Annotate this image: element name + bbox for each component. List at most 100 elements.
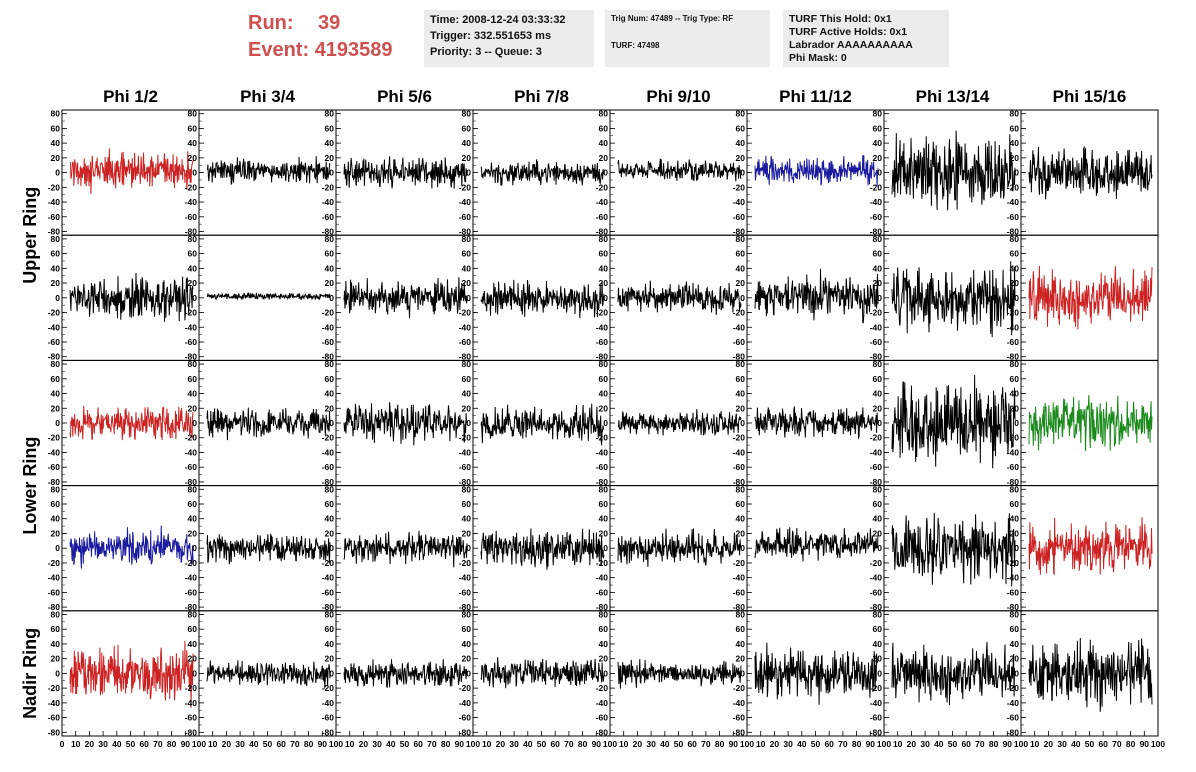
waveform-grid: Phi 1/2 Phi 3/4 Phi 5/6 Phi 7/8 Phi 9/10 Phi …	[20, 87, 1165, 749]
row-label-2: Nadir Ring	[20, 628, 40, 719]
xtick-label: 50	[948, 739, 958, 749]
ytick-label: -40	[596, 322, 609, 332]
ytick-label: -80	[185, 477, 198, 487]
xtick-label: 20	[1044, 739, 1054, 749]
ytick-label: 80	[1010, 109, 1020, 119]
waveform-trace	[754, 527, 879, 562]
ytick-label: -40	[185, 322, 198, 332]
ytick-label: -40	[733, 447, 746, 457]
ytick-label: 20	[51, 528, 61, 538]
ytick-label: 80	[188, 609, 198, 619]
xtick-label: 80	[1126, 739, 1136, 749]
ytick-label: 60	[51, 123, 61, 133]
ytick-label: 60	[736, 123, 746, 133]
time-text: Time: 2008-12-24 03:33:32	[430, 14, 566, 26]
ytick-label: 40	[736, 138, 746, 148]
ytick-label: -20	[185, 433, 198, 443]
ytick-label: -60	[48, 462, 61, 472]
ytick-label: -20	[48, 683, 61, 693]
ytick-label: 60	[188, 123, 198, 133]
xtick-label: 10	[482, 739, 492, 749]
ytick-label: -20	[596, 308, 609, 318]
xtick-label: 70	[838, 739, 848, 749]
ytick-label: 80	[325, 484, 335, 494]
ytick-label: 80	[462, 609, 472, 619]
ytick-label: -80	[48, 727, 61, 737]
ytick-label: -60	[185, 587, 198, 597]
ytick-label: -80	[733, 477, 746, 487]
xtick-label: 100	[1014, 739, 1028, 749]
column-label-7: Phi 15/16	[1053, 87, 1127, 106]
waveform-trace	[1028, 145, 1153, 200]
ytick-label: -80	[185, 727, 198, 737]
ytick-label: 20	[1010, 654, 1020, 664]
xtick-label: 60	[687, 739, 697, 749]
waveform-trace	[206, 407, 331, 441]
ytick-label: -60	[870, 587, 883, 597]
ytick-label: -20	[322, 182, 335, 192]
turf-text: TURF: 47498	[611, 41, 660, 50]
waveform-trace	[480, 657, 605, 689]
ytick-label: -80	[870, 477, 883, 487]
ytick-label: 80	[736, 359, 746, 369]
waveform-trace	[617, 528, 742, 567]
waveform-trace	[891, 512, 1016, 587]
ytick-label: 40	[599, 389, 609, 399]
ytick-label: 60	[462, 624, 472, 634]
ytick-label: -80	[459, 477, 472, 487]
ytick-label: -40	[1007, 322, 1020, 332]
ytick-label: 0	[466, 668, 471, 678]
ytick-label: -20	[459, 182, 472, 192]
ytick-label: 40	[325, 389, 335, 399]
ytick-label: 80	[873, 109, 883, 119]
ytick-label: -40	[459, 447, 472, 457]
ytick-label: 40	[188, 138, 198, 148]
ytick-label: -60	[733, 337, 746, 347]
turf-active-text: TURF Active Holds: 0x1	[789, 26, 908, 38]
xtick-label: 80	[167, 739, 177, 749]
ytick-label: 20	[1010, 153, 1020, 163]
ytick-label: 40	[462, 263, 472, 273]
ytick-label: 80	[462, 109, 472, 119]
panel-r1-c6: 80 60 40 20 0 -20 -40 -60 -80	[870, 234, 1022, 362]
ytick-label: -60	[596, 713, 609, 723]
ytick-label: -40	[733, 197, 746, 207]
waveform-trace	[480, 159, 605, 186]
ytick-label: 40	[736, 639, 746, 649]
xtick-label: 70	[290, 739, 300, 749]
ytick-label: -20	[870, 433, 883, 443]
ytick-label: -60	[185, 212, 198, 222]
ytick-label: 0	[603, 543, 608, 553]
xtick-label: 50	[674, 739, 684, 749]
ytick-label: -40	[1007, 698, 1020, 708]
ytick-label: 80	[51, 109, 61, 119]
waveform-trace	[891, 374, 1016, 469]
ytick-label: -20	[48, 558, 61, 568]
ytick-label: -40	[459, 197, 472, 207]
ytick-label: 80	[736, 609, 746, 619]
xtick-label: 10	[208, 739, 218, 749]
ytick-label: 20	[873, 153, 883, 163]
xtick-label: 30	[98, 739, 108, 749]
ytick-label: 20	[188, 654, 198, 664]
ytick-label: 0	[466, 418, 471, 428]
ytick-label: 60	[599, 499, 609, 509]
ytick-label: 80	[51, 359, 61, 369]
ytick-label: 60	[873, 249, 883, 259]
xtick-label: 10	[893, 739, 903, 749]
ytick-label: -60	[733, 212, 746, 222]
ytick-label: 60	[736, 249, 746, 259]
ytick-label: -20	[185, 558, 198, 568]
ytick-label: -20	[322, 433, 335, 443]
ytick-label: 20	[1010, 528, 1020, 538]
ytick-label: 80	[736, 109, 746, 119]
run-label: Run:	[248, 12, 294, 34]
ytick-label: 20	[188, 403, 198, 413]
ytick-label: 40	[188, 389, 198, 399]
ytick-label: 80	[188, 109, 198, 119]
column-label-5: Phi 11/12	[779, 87, 852, 106]
ytick-label: -40	[48, 447, 61, 457]
ytick-label: -40	[459, 573, 472, 583]
ytick-label: -20	[596, 558, 609, 568]
